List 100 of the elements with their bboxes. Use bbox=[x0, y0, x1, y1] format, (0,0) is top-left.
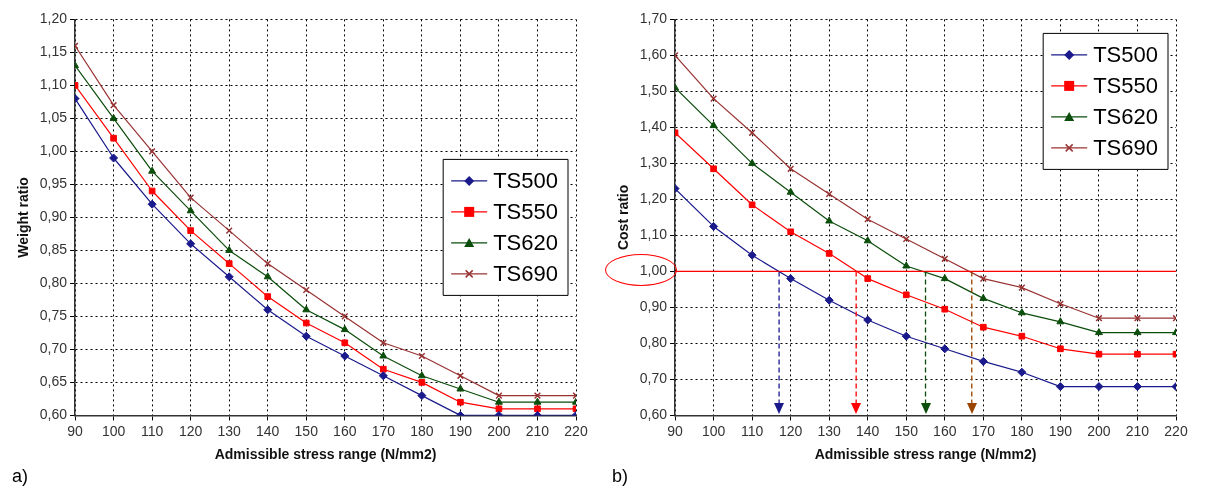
x-tick-label: 190 bbox=[1048, 422, 1073, 439]
point bbox=[863, 315, 873, 325]
x-axis-title: Admissible stress range (N/mm2) bbox=[814, 446, 1037, 463]
y-tick-label: 0,95 bbox=[39, 175, 68, 192]
point bbox=[941, 255, 949, 263]
x-tick-label: 160 bbox=[933, 422, 957, 439]
y-tick-label: 0,60 bbox=[39, 406, 68, 423]
x-tick-label: 150 bbox=[894, 422, 919, 439]
point bbox=[225, 245, 234, 253]
y-tick-label: 1,20 bbox=[39, 10, 68, 27]
point bbox=[710, 165, 717, 173]
point bbox=[148, 187, 156, 195]
point bbox=[902, 261, 911, 269]
point bbox=[863, 236, 872, 244]
x-tick-label: 210 bbox=[1125, 422, 1150, 439]
point bbox=[340, 351, 350, 361]
x-tick-label: 110 bbox=[140, 422, 164, 439]
point bbox=[1057, 345, 1064, 353]
point bbox=[787, 228, 794, 236]
y-tick-label: 0,60 bbox=[639, 406, 668, 423]
point bbox=[978, 356, 988, 366]
y-tick-label: 0,70 bbox=[39, 340, 68, 357]
point bbox=[534, 405, 541, 413]
point bbox=[495, 405, 503, 413]
y-tick-label: 1,70 bbox=[639, 10, 668, 27]
point bbox=[417, 391, 427, 401]
x-tick-label: 170 bbox=[371, 422, 396, 439]
y-tick-label: 1,30 bbox=[639, 154, 668, 171]
point bbox=[1018, 332, 1026, 340]
point bbox=[786, 187, 795, 195]
x-tick-label: 120 bbox=[178, 422, 203, 439]
point bbox=[301, 331, 311, 341]
x-tick-label: 160 bbox=[333, 422, 357, 439]
x-tick-label: 90 bbox=[667, 422, 684, 439]
point bbox=[825, 250, 833, 257]
point bbox=[748, 201, 756, 209]
point bbox=[109, 153, 119, 163]
x-tick-label: 220 bbox=[564, 422, 588, 439]
y-tick-label: 1,10 bbox=[639, 226, 668, 243]
point bbox=[224, 272, 234, 282]
point bbox=[1094, 328, 1103, 336]
y-tick-label: 1,60 bbox=[639, 46, 668, 63]
y-tick-label: 0,90 bbox=[39, 208, 68, 225]
y-tick-label: 1,00 bbox=[39, 142, 68, 159]
point bbox=[110, 134, 117, 142]
y-tick-label: 0,90 bbox=[639, 298, 668, 315]
point bbox=[747, 250, 757, 260]
y-axis-title: Cost ratio bbox=[615, 184, 632, 251]
point bbox=[979, 293, 988, 301]
point bbox=[340, 325, 349, 333]
legend-label: TS500 bbox=[1093, 41, 1159, 67]
point bbox=[1094, 382, 1104, 392]
x-tick-label: 140 bbox=[256, 422, 280, 439]
point bbox=[1134, 350, 1141, 358]
point bbox=[302, 305, 311, 313]
x-tick-label: 180 bbox=[1010, 422, 1034, 439]
point bbox=[1017, 367, 1027, 377]
legend-label: TS690 bbox=[1093, 134, 1159, 160]
legend-label: TS620 bbox=[493, 229, 559, 255]
y-tick-label: 0,75 bbox=[39, 307, 68, 324]
text: b) bbox=[612, 465, 629, 486]
legend-label: TS620 bbox=[1093, 103, 1159, 129]
point bbox=[1055, 382, 1065, 392]
legend-label: TS690 bbox=[493, 260, 559, 286]
point bbox=[186, 206, 195, 214]
point bbox=[941, 305, 949, 313]
legend-label: TS550 bbox=[493, 198, 559, 224]
x-tick-label: 100 bbox=[101, 422, 126, 439]
x-tick-label: 130 bbox=[817, 422, 842, 439]
point bbox=[940, 344, 950, 354]
x-tick-label: 120 bbox=[778, 422, 803, 439]
point bbox=[901, 331, 911, 341]
point bbox=[940, 274, 949, 282]
text: a) bbox=[12, 465, 29, 486]
point bbox=[302, 319, 310, 327]
point bbox=[1056, 317, 1065, 325]
x-tick-label: 140 bbox=[856, 422, 880, 439]
point bbox=[148, 166, 157, 174]
point bbox=[418, 379, 426, 386]
y-tick-label: 1,10 bbox=[39, 76, 68, 93]
y-axis-title: Weight ratio bbox=[15, 177, 32, 258]
x-tick-label: 190 bbox=[448, 422, 473, 439]
point bbox=[379, 351, 388, 359]
point bbox=[109, 113, 118, 121]
point bbox=[1132, 382, 1142, 392]
x-tick-label: 180 bbox=[410, 422, 434, 439]
y-tick-label: 1,20 bbox=[639, 190, 668, 207]
point bbox=[456, 384, 465, 392]
point bbox=[263, 272, 272, 280]
y-tick-label: 1,40 bbox=[639, 118, 668, 135]
x-tick-label: 200 bbox=[487, 422, 511, 439]
x-tick-label: 110 bbox=[740, 422, 764, 439]
y-tick-label: 0,65 bbox=[39, 373, 68, 390]
point bbox=[417, 371, 426, 379]
y-tick-label: 1,05 bbox=[39, 109, 68, 126]
point bbox=[709, 121, 718, 129]
x-tick-label: 130 bbox=[217, 422, 242, 439]
point bbox=[533, 392, 542, 400]
y-tick-label: 1,15 bbox=[39, 43, 68, 60]
point bbox=[187, 227, 194, 234]
